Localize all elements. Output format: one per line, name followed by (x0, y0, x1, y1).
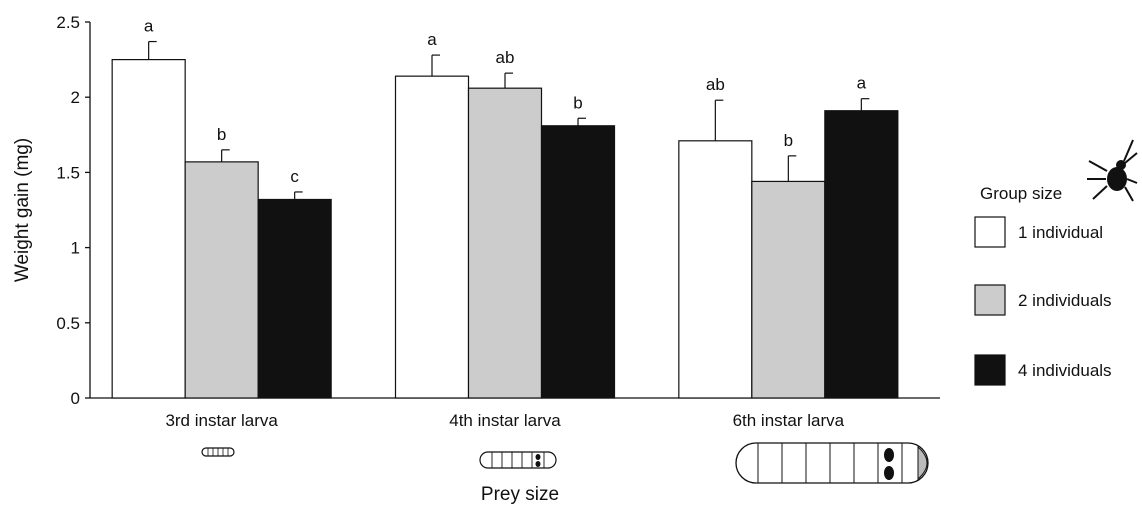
legend-title: Group size (980, 184, 1062, 203)
legend-entry: 2 individuals (1018, 291, 1112, 310)
significance-letter: b (784, 131, 793, 150)
bar (540, 125, 616, 399)
y-tick-label: 0.5 (56, 314, 80, 333)
bar (257, 198, 332, 399)
significance-letter: a (857, 74, 867, 93)
y-axis-title: Weight gain (mg) (12, 138, 33, 282)
y-tick-label: 1 (71, 239, 80, 258)
significance-letter: ab (706, 75, 725, 94)
y-tick-label: 2.5 (56, 13, 80, 32)
bar (184, 161, 259, 399)
bar (824, 110, 899, 399)
significance-letter: ab (496, 48, 515, 67)
category-label: 4th instar larva (449, 411, 561, 430)
significance-letter: b (217, 125, 226, 144)
legend-swatch (974, 284, 1006, 316)
bars (111, 40, 899, 399)
y-tick-label: 2 (71, 88, 80, 107)
legend: Group size 1 individual 2 individuals 4 in… (974, 139, 1138, 386)
significance-letter: b (573, 93, 582, 112)
bar (751, 180, 826, 399)
category-label: 3rd instar larva (165, 411, 278, 430)
large-larva-icon (735, 442, 929, 484)
small-larva-icon (201, 447, 235, 457)
x-axis-title: Prey size (481, 484, 559, 505)
significance-letter: a (427, 30, 437, 49)
beetle-icon (1087, 139, 1138, 202)
medium-larva-icon (479, 451, 557, 469)
bar (678, 140, 753, 399)
legend-swatch (974, 354, 1006, 386)
significance-letter: c (290, 167, 299, 186)
legend-entry: 4 individuals (1018, 361, 1112, 380)
bar (394, 75, 470, 399)
bar (111, 58, 186, 399)
legend-swatch (974, 216, 1006, 248)
y-tick-label: 1.5 (56, 163, 80, 182)
category-label: 6th instar larva (733, 411, 845, 430)
legend-entry: 1 individual (1018, 223, 1103, 242)
significance-letter: a (144, 17, 154, 36)
y-tick-label: 0 (71, 389, 80, 408)
bar (467, 87, 543, 399)
